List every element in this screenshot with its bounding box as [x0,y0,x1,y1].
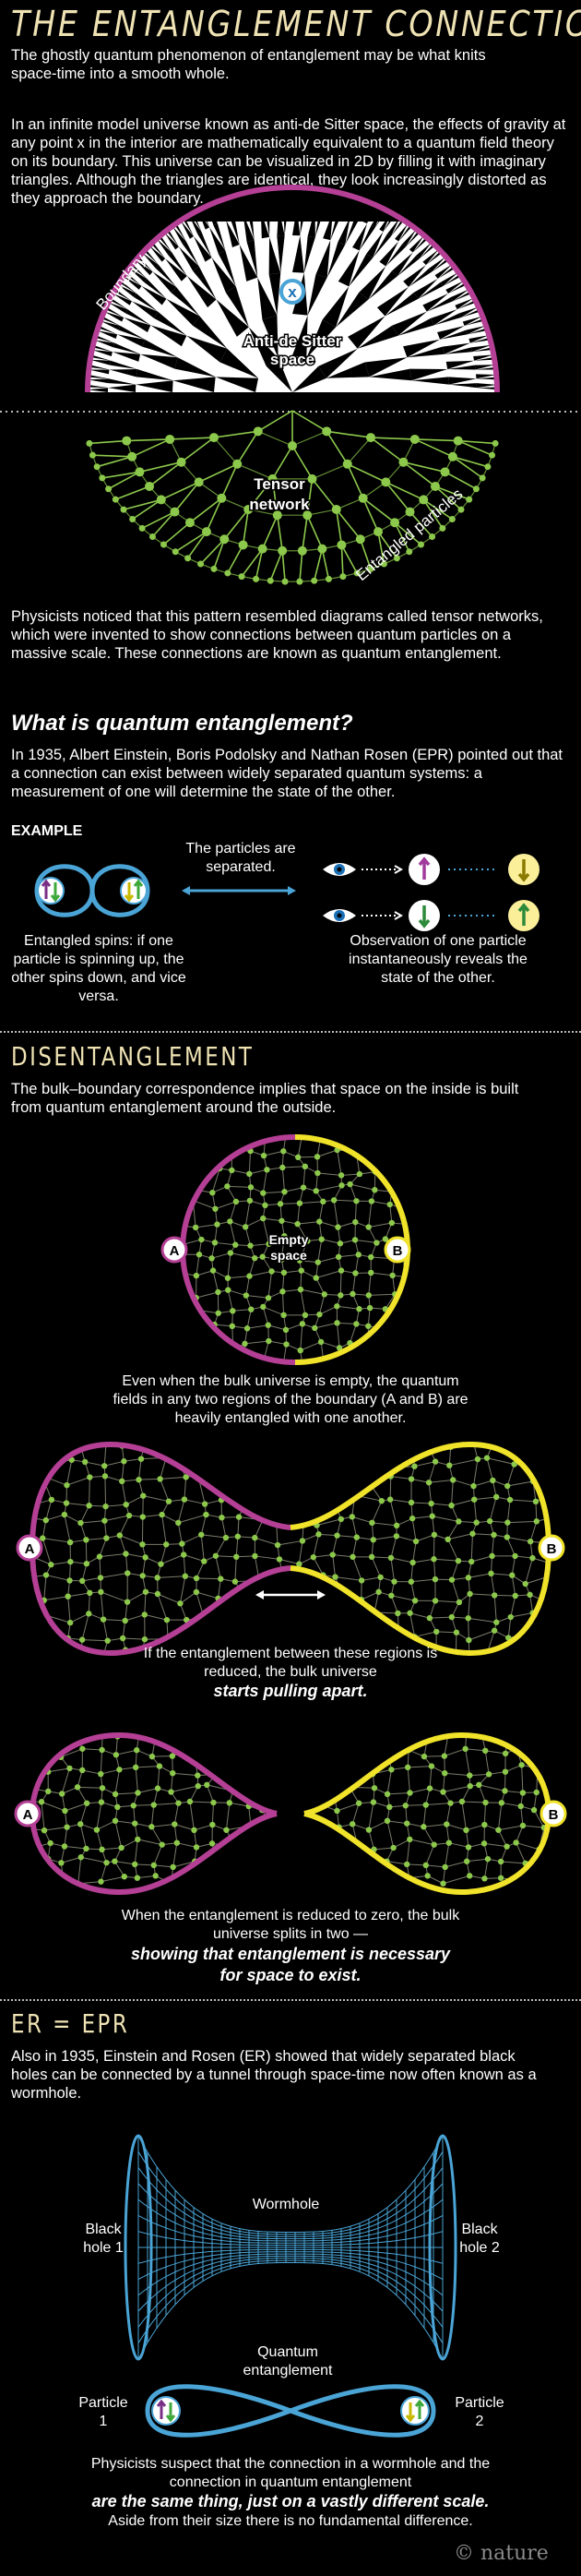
region-a-marker [16,1534,43,1562]
ads-figure: x Boundary Anti-de Sitter space Tensor n… [0,185,581,585]
region-b-label: B [549,1807,559,1823]
point-x-label: x [288,283,297,301]
tensor-label-1: Tensor [254,475,305,493]
ads-space-label-2: space [270,351,314,368]
wormhole-figure: Wormhole Black hole 1 Black hole 2 Quant… [83,2134,500,2378]
bulk-split-figure: A B [14,1731,567,1896]
wormhole-mesh [124,2134,457,2361]
caption-split: When the entanglement is reduced to zero… [120,1907,461,1986]
wormhole-label: Wormhole [253,2197,320,2212]
observer-eye-1-icon [323,863,356,876]
empty-space-label-1: Empty [269,1232,309,1247]
nature-credit: © nature [454,2542,549,2565]
region-a-marker [160,1236,188,1264]
tensor-network [86,410,499,585]
region-b-label: B [547,1541,557,1557]
spin-example [34,854,540,931]
region-b-marker [384,1236,411,1264]
particle-spin-1 [37,877,65,905]
region-b-marker [538,1534,565,1562]
particle-2-label-1: Particle [455,2395,504,2411]
particle-2-marker [400,2396,430,2426]
empty-space-label-2: space [270,1248,307,1263]
caption-pulling-apart: If the entanglement between these region… [129,1645,452,1702]
conclusion-emphasis: are the same thing, just on a vastly dif… [91,2492,490,2510]
black-hole-2-label-1: Black [461,2222,498,2237]
caption-plain: If the entanglement between these region… [143,1646,438,1680]
caption-empty-bulk: Even when the bulk universe is empty, th… [113,1373,468,1426]
infinity-loop [145,2384,436,2438]
subtitle: The ghostly quantum phenomenon of entang… [11,47,486,82]
divider-dotted [0,1999,581,2001]
black-hole-1-label-1: Black [85,2222,122,2237]
spins-caption: Entangled spins: if one particle is spin… [11,933,186,1004]
entangled-particles-label: Entangled particles [352,485,466,584]
tensor-text: Physicists noticed that this pattern res… [11,608,543,662]
bulk-stretched-figure: A B [16,1441,565,1657]
conclusion-plain-2: Aside from their size there is no fundam… [108,2513,473,2529]
region-b-marker [540,1800,567,1827]
example-label: EXAMPLE [11,823,83,839]
particle-1-label-2: 1 [100,2414,108,2429]
quantum-entanglement-label-2: entanglement [243,2363,334,2378]
caption-plain: When the entanglement is reduced to zero… [121,1908,460,1942]
caption-emphasis: starts pulling apart. [213,1682,368,1700]
intro-text: In an infinite model universe known as a… [11,116,566,207]
separated-label: The particles are separated. [185,841,296,875]
entanglement-text: In 1935, Albert Einstein, Boris Podolsky… [11,747,563,800]
boundary-arc [85,185,500,393]
region-a-marker [14,1800,42,1827]
conclusion-plain: Physicists suspect that the connection i… [90,2456,491,2490]
observation-caption: Observation of one particle instantaneou… [349,933,528,986]
er-epr-text: Also in 1935, Einstein and Rosen (ER) sh… [11,2048,537,2102]
black-hole-2-label-2: hole 2 [459,2240,500,2256]
particle-spin-2 [120,877,148,905]
hyperbolic-tiling [88,187,497,392]
bulk-circle-figure: A B Empty space [160,1134,411,1365]
region-a-label: A [170,1243,180,1259]
region-a-label: A [25,1541,35,1557]
final-conclusion: Physicists suspect that the connection i… [78,2455,503,2531]
black-hole-1-label-2: hole 1 [83,2240,124,2256]
region-b-label: B [393,1243,403,1259]
er-epr-heading: ER = EPR [11,2008,130,2039]
particle-2-label-2: 2 [476,2414,484,2429]
divider-dotted [0,1031,581,1033]
point-x-marker [279,279,305,305]
particle-entanglement-figure: Particle 1 Particle 2 [78,2384,504,2438]
disentanglement-text: The bulk–boundary correspondence implies… [11,1081,519,1116]
particle-1-label-1: Particle [78,2395,127,2411]
tensor-label-2: network [249,496,310,513]
disentanglement-heading: DISENTANGLEMENT [11,1041,255,1072]
ads-space-label-1: Anti-de Sitter [243,332,342,350]
quantum-entanglement-label-1: Quantum [257,2344,318,2360]
observer-eye-2-icon [323,909,356,922]
page-title: THE ENTANGLEMENT CONNECTION [11,4,581,44]
caption-emphasis: showing that entanglement is necessary f… [130,1945,451,1984]
region-a-label: A [23,1807,33,1823]
particle-1-marker [151,2396,181,2426]
entanglement-heading: What is quantum entanglement? [11,711,353,736]
